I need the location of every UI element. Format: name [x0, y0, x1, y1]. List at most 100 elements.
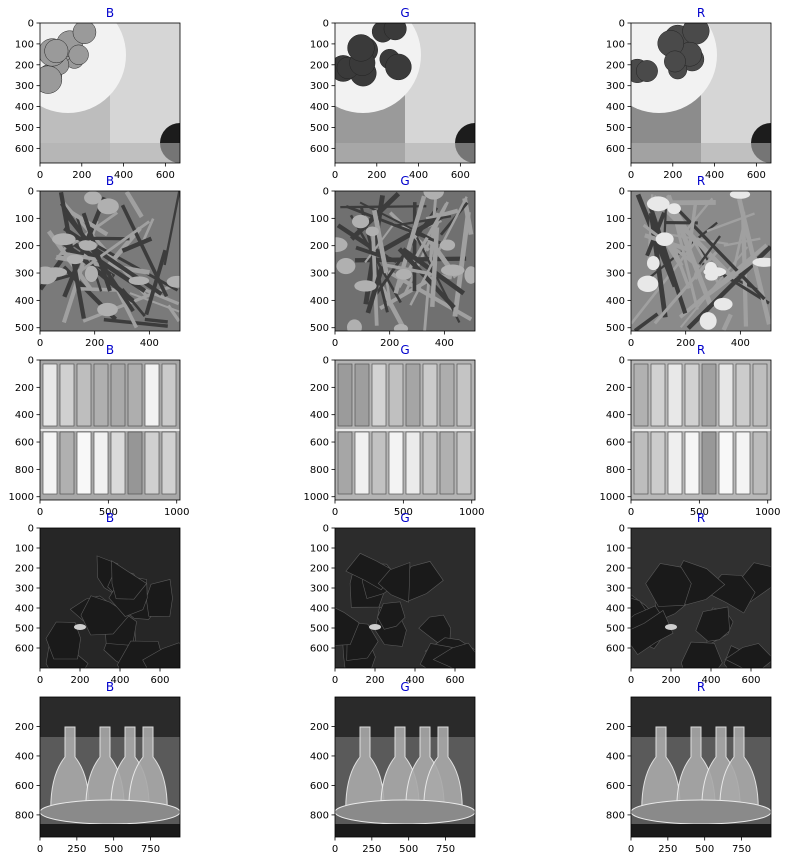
crayon: [752, 431, 768, 495]
y-tick-label: 400: [15, 751, 34, 762]
crayon: [42, 431, 58, 495]
rock: [377, 601, 406, 630]
x-tick-label: 0: [332, 507, 338, 518]
x-tick-label: 1000: [164, 507, 189, 518]
x-tick-label: 500: [695, 844, 714, 855]
petal: [66, 254, 84, 265]
crayon: [144, 363, 160, 427]
y-tick-label: 200: [15, 564, 34, 575]
petal: [97, 198, 119, 215]
x-tick-label: 250: [67, 844, 86, 855]
rock: [432, 642, 475, 668]
petal: [84, 191, 102, 205]
subplot-1-3: R 0 200 400 600 0 100 200 300 400 500 600: [606, 6, 772, 181]
y-tick-label: 400: [606, 410, 625, 421]
subplot-4-2: G 0 200 400 600 0 100 200 300 400 500 600: [310, 511, 476, 686]
rock: [45, 621, 81, 660]
petal: [439, 239, 456, 251]
axes-frame: [39, 190, 181, 332]
rock: [645, 563, 692, 607]
axes-frame: [630, 527, 772, 669]
y-tick-label: 800: [310, 465, 329, 476]
crayon: [144, 431, 160, 495]
petal: [441, 264, 465, 276]
table-edge: [631, 824, 771, 837]
petal: [752, 257, 771, 267]
image-content: [631, 697, 771, 837]
x-tick-label: 0: [628, 675, 634, 686]
leaf: [662, 207, 668, 255]
axes-frame: [630, 359, 772, 501]
y-tick-label: 100: [15, 544, 34, 555]
x-tick-label: 400: [731, 338, 750, 349]
petal: [395, 268, 413, 280]
y-tick-label: 200: [606, 722, 625, 733]
subplot-title: G: [400, 511, 409, 525]
crayon: [59, 363, 75, 427]
image-content: [631, 528, 771, 668]
y-tick-label: 100: [15, 39, 34, 50]
y-tick-label: 200: [15, 241, 34, 252]
leaf: [124, 191, 144, 219]
x-tick-label: 0: [332, 675, 338, 686]
x-tick-label: 400: [114, 170, 133, 181]
y-tick-label: 500: [606, 624, 625, 635]
leaf: [144, 249, 168, 316]
crayon: [93, 431, 109, 495]
x-tick-label: 0: [628, 170, 634, 181]
y-tick-label: 200: [310, 564, 329, 575]
leaf: [370, 227, 379, 326]
x-tick-label: 250: [658, 844, 677, 855]
x-tick-label: 200: [676, 338, 695, 349]
leaf: [409, 196, 468, 306]
x-tick-label: 0: [37, 675, 43, 686]
rock: [631, 610, 674, 656]
subplot-2-2: G 0 200 400 0 100 200 300 400 500: [310, 174, 476, 349]
subplot-title: R: [697, 174, 705, 188]
y-tick-label: 100: [606, 544, 625, 555]
x-tick-label: 200: [85, 338, 104, 349]
rock: [80, 595, 130, 636]
y-tick-label: 200: [310, 383, 329, 394]
subplot-1-2: G 0 200 400 600 0 100 200 300 400 500 600: [310, 6, 476, 181]
petal: [335, 237, 348, 253]
y-tick-label: 0: [619, 19, 625, 30]
crayon: [752, 363, 768, 427]
leaf: [129, 292, 180, 313]
x-tick-label: 0: [37, 507, 43, 518]
leaf: [62, 211, 88, 241]
y-tick-label: 500: [310, 323, 329, 334]
y-tick-label: 200: [15, 60, 34, 71]
rock: [111, 560, 148, 600]
y-tick-label: 0: [28, 19, 34, 30]
crayon: [667, 363, 683, 427]
x-tick-label: 400: [705, 170, 724, 181]
image-content: [40, 191, 180, 331]
x-tick-label: 200: [380, 338, 399, 349]
y-tick-label: 400: [606, 751, 625, 762]
highlight: [74, 624, 86, 630]
x-tick-label: 200: [661, 675, 680, 686]
y-tick-label: 200: [310, 241, 329, 252]
y-tick-label: 300: [310, 269, 329, 280]
crayon: [337, 431, 353, 495]
leaf: [653, 251, 718, 325]
rock: [680, 641, 723, 668]
y-tick-label: 0: [323, 19, 329, 30]
x-tick-label: 0: [628, 844, 634, 855]
petal: [351, 214, 370, 229]
x-tick-label: 600: [451, 170, 470, 181]
rock: [695, 606, 731, 642]
rock: [377, 562, 411, 603]
y-tick-label: 600: [15, 644, 34, 655]
leaf: [365, 265, 385, 314]
x-tick-label: 0: [628, 338, 634, 349]
y-tick-label: 500: [606, 123, 625, 134]
petal: [347, 319, 362, 331]
x-tick-label: 200: [72, 170, 91, 181]
y-tick-label: 0: [28, 356, 34, 367]
crayon: [93, 363, 109, 427]
y-tick-label: 600: [310, 781, 329, 792]
y-tick-label: 400: [310, 604, 329, 615]
